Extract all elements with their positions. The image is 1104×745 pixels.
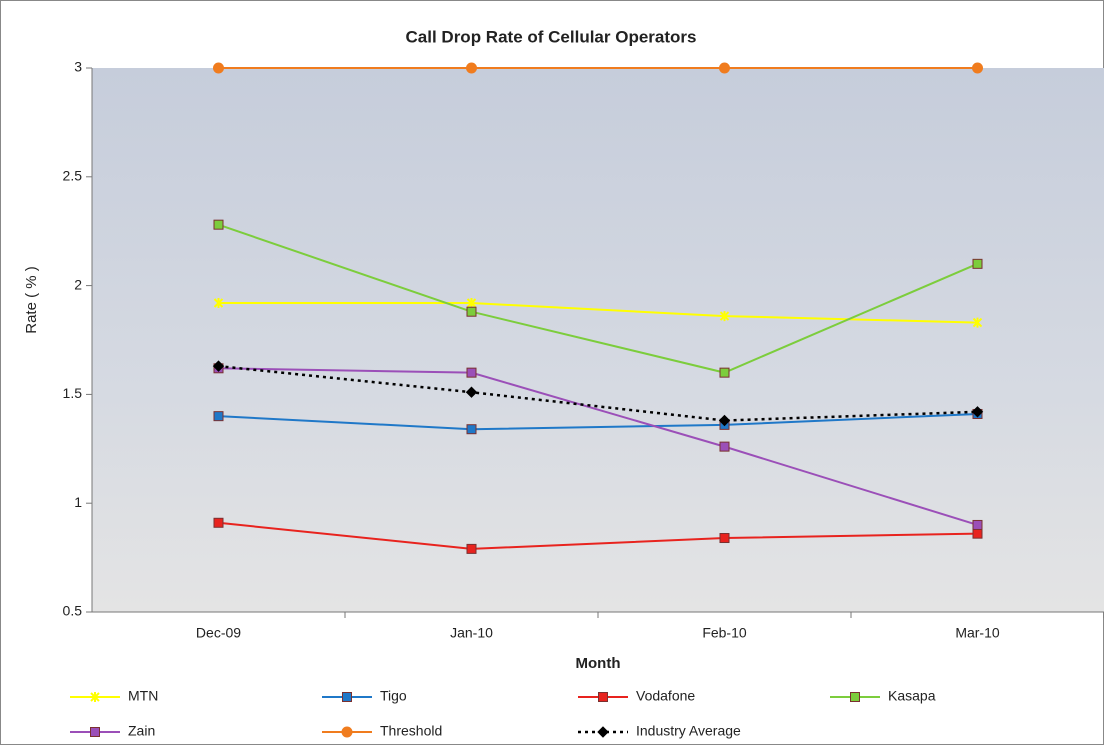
legend-label: Threshold	[380, 723, 442, 739]
legend-label: Tigo	[380, 688, 407, 704]
point-marker	[466, 62, 477, 74]
y-tick-label: 3	[74, 59, 82, 75]
y-tick-label: 2	[74, 276, 82, 292]
x-tick-label: Jan-10	[450, 625, 493, 641]
point-marker	[719, 367, 730, 378]
point-marker	[719, 62, 730, 74]
point-marker	[971, 406, 984, 418]
chart-title: Call Drop Rate of Cellular Operators	[406, 27, 697, 46]
x-tick-label: Mar-10	[955, 625, 1000, 641]
point-marker	[213, 298, 224, 309]
series-line	[218, 521, 978, 550]
legend-label: Industry Average	[636, 723, 741, 739]
legend-marker	[341, 726, 353, 738]
x-tick-label: Feb-10	[702, 625, 747, 641]
legend-label: MTN	[128, 688, 158, 704]
legend-marker	[342, 692, 352, 702]
point-marker	[972, 62, 983, 74]
legend-marker	[598, 692, 608, 702]
point-marker	[719, 533, 730, 544]
legend-label: Vodafone	[636, 688, 695, 704]
legend-marker	[850, 692, 860, 702]
y-tick-label: 1	[74, 494, 82, 510]
legend-marker	[90, 692, 100, 702]
y-tick-label: 0.5	[63, 603, 83, 619]
point-marker	[213, 517, 224, 528]
series-line	[218, 412, 978, 431]
point-marker	[972, 258, 983, 269]
point-marker	[466, 306, 477, 317]
point-marker	[718, 414, 731, 427]
point-marker	[466, 424, 477, 435]
point-marker	[719, 311, 730, 322]
point-marker	[972, 317, 983, 328]
point-marker	[719, 441, 730, 452]
point-marker	[466, 298, 477, 309]
point-marker	[213, 411, 224, 422]
point-marker	[213, 219, 224, 230]
series-line	[218, 223, 978, 374]
legend-marker	[90, 727, 100, 737]
point-marker	[213, 62, 224, 74]
x-tick-label: Dec-09	[196, 625, 241, 641]
point-marker	[465, 386, 478, 398]
plot-area	[92, 68, 1104, 612]
point-marker	[972, 519, 983, 530]
y-tick-label: 2.5	[63, 168, 83, 184]
legend-label: Zain	[128, 723, 155, 739]
legend-marker	[597, 726, 609, 738]
point-marker	[212, 360, 225, 372]
point-marker	[466, 367, 477, 378]
legend-label: Kasapa	[888, 688, 936, 704]
x-axis-title: Month	[576, 655, 621, 672]
series-line	[218, 367, 978, 526]
y-axis-title: Rate ( % )	[23, 266, 40, 334]
point-marker	[972, 528, 983, 539]
series-line	[218, 364, 978, 422]
point-marker	[466, 543, 477, 554]
y-tick-label: 1.5	[63, 385, 83, 401]
